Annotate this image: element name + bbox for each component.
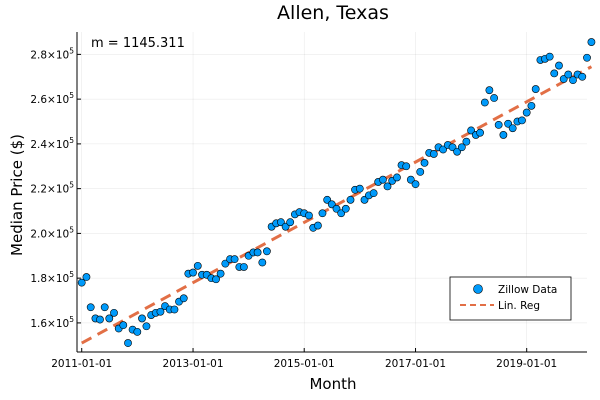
- legend-box: [449, 276, 572, 321]
- data-point: [457, 143, 466, 152]
- data-point: [545, 52, 554, 61]
- data-point: [346, 195, 355, 204]
- data-point: [193, 261, 202, 270]
- y-tick-label: 2.2×105: [30, 181, 74, 196]
- data-point: [286, 218, 295, 227]
- data-point: [439, 145, 447, 154]
- y-tick-label: 2.4×105: [30, 136, 74, 151]
- data-point: [462, 137, 471, 146]
- data-point: [318, 209, 327, 218]
- data-point: [77, 278, 86, 287]
- data-point: [230, 255, 239, 264]
- legend-label: Lin. Reg: [498, 300, 540, 312]
- data-point: [550, 69, 559, 78]
- data-point: [314, 221, 322, 230]
- data-point: [453, 147, 462, 156]
- data-point: [100, 303, 109, 312]
- data-point: [518, 116, 526, 125]
- data-point: [467, 126, 476, 135]
- data-point: [138, 314, 146, 323]
- data-point: [485, 86, 494, 95]
- data-point: [420, 159, 429, 167]
- data-point: [179, 294, 188, 303]
- axes: [76, 32, 587, 353]
- x-tick-labels: 2011-01-01 2013-01-01 2015-01-01 2017-01-01…: [51, 358, 557, 370]
- data-point: [156, 307, 165, 316]
- data-point: [133, 327, 142, 336]
- data-point: [569, 76, 577, 85]
- data-point: [170, 305, 179, 314]
- data-point: [212, 275, 220, 284]
- data-point: [355, 184, 364, 193]
- x-axis-label: Month: [309, 375, 356, 393]
- data-point: [96, 315, 104, 324]
- data-point: [416, 167, 425, 176]
- data-point: [258, 258, 267, 267]
- data-point: [490, 94, 499, 102]
- data-point: [583, 53, 591, 62]
- data-point: [555, 61, 563, 70]
- y-tick-label: 2.8×105: [30, 46, 74, 61]
- y-tick-label: 1.8×105: [30, 270, 74, 285]
- data-point: [189, 268, 197, 277]
- data-point: [402, 162, 411, 171]
- data-point: [82, 273, 91, 281]
- data-point: [262, 247, 271, 256]
- data-point: [240, 263, 248, 271]
- data-point: [369, 189, 378, 198]
- data-point: [531, 85, 540, 93]
- data-point: [216, 269, 225, 278]
- data-point: [429, 150, 438, 158]
- grid: [77, 32, 587, 352]
- data-point: [110, 308, 118, 317]
- y-tick-label: 2.0×105: [30, 225, 74, 240]
- y-tick-label: 1.6×105: [30, 315, 74, 330]
- legend: Zillow Data Lin. Reg: [449, 276, 572, 321]
- data-point: [332, 204, 341, 213]
- x-tick-label: 2011-01-01: [51, 358, 112, 370]
- legend-marker-scatter: [473, 284, 483, 294]
- data-point: [564, 70, 573, 79]
- data-point: [253, 248, 262, 257]
- data-point: [327, 200, 336, 209]
- data-point: [527, 101, 536, 110]
- data-point: [383, 182, 392, 191]
- x-tick-label: 2015-01-01: [274, 358, 335, 370]
- y-tick-labels: 1.6×105 1.8×105 2.0×105 2.2×105 2.4×105 2.6×1…: [30, 46, 74, 330]
- data-point: [221, 259, 230, 268]
- data-point: [494, 120, 503, 129]
- data-point: [499, 131, 508, 139]
- data-point: [142, 322, 151, 331]
- data-point: [508, 124, 517, 133]
- data-point: [86, 303, 95, 312]
- data-point: [379, 175, 387, 184]
- regression-line: [81, 65, 593, 345]
- data-point: [393, 173, 401, 182]
- series-layer: [77, 38, 596, 347]
- data-point: [105, 314, 114, 323]
- x-tick-label: 2017-01-01: [385, 358, 446, 370]
- data-point: [587, 38, 596, 46]
- y-tick-label: 2.6×105: [30, 91, 74, 106]
- data-point: [406, 175, 415, 184]
- data-point: [341, 204, 350, 213]
- x-tick-label: 2013-01-01: [163, 358, 224, 370]
- data-point: [305, 211, 313, 220]
- data-point: [411, 180, 420, 189]
- data-point: [124, 339, 132, 347]
- slope-annotation: m = 1145.311: [91, 36, 185, 51]
- data-point: [119, 321, 128, 330]
- data-point: [476, 128, 484, 137]
- data-point: [522, 108, 531, 117]
- chart-title: Allen, Texas: [277, 2, 389, 24]
- data-point: [480, 98, 489, 107]
- data-point: [277, 218, 285, 227]
- data-point: [578, 72, 587, 81]
- legend-label: Zillow Data: [498, 284, 557, 296]
- y-axis-label: Median Price ($): [8, 134, 26, 256]
- x-tick-label: 2019-01-01: [496, 358, 557, 370]
